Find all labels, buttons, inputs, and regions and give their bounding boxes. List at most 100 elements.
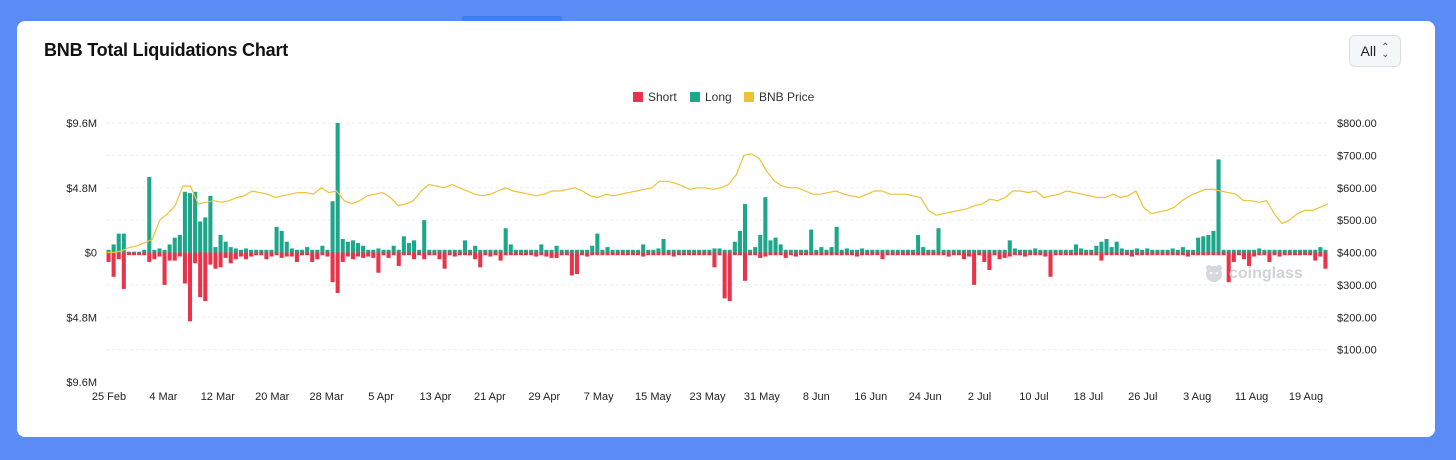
- short-bar: [600, 252, 605, 256]
- short-bar: [865, 252, 870, 256]
- short-bar: [977, 252, 982, 256]
- long-bar: [1206, 234, 1211, 253]
- short-bar: [1038, 252, 1043, 256]
- long-bar: [289, 248, 294, 253]
- short-bar: [1297, 252, 1303, 256]
- long-bar: [885, 249, 890, 253]
- long-bar: [742, 203, 748, 253]
- long-bar: [921, 247, 926, 253]
- long-bar: [294, 249, 299, 253]
- short-bar: [1252, 252, 1257, 257]
- long-bar: [162, 249, 167, 253]
- short-bar: [916, 252, 921, 256]
- x-axis-tick-label: 28 Mar: [310, 391, 345, 403]
- short-bar: [142, 252, 147, 256]
- right-axis-tick-label: $600.00: [1337, 183, 1377, 195]
- x-axis-tick-label: 25 Feb: [92, 391, 126, 403]
- short-bar: [1048, 252, 1053, 277]
- long-bar: [274, 226, 279, 253]
- long-bar: [1287, 249, 1292, 253]
- legend-price-label: BNB Price: [759, 90, 815, 104]
- long-bar: [737, 230, 742, 253]
- long-bar: [748, 249, 753, 253]
- long-bar: [396, 249, 401, 253]
- short-bar: [121, 252, 126, 289]
- long-bar: [620, 249, 625, 253]
- short-bar: [961, 252, 966, 260]
- short-bar: [157, 252, 162, 257]
- long-bar: [508, 244, 513, 253]
- short-bar: [483, 252, 488, 256]
- right-axis-tick-label: $100.00: [1337, 345, 1377, 357]
- x-axis-tick-label: 26 Jul: [1128, 391, 1157, 403]
- long-bar: [513, 249, 518, 253]
- short-bar: [386, 252, 391, 258]
- long-bar: [717, 248, 722, 253]
- short-bar: [778, 252, 783, 256]
- short-bar: [412, 252, 417, 260]
- long-bar: [157, 248, 162, 253]
- short-bar: [697, 252, 702, 256]
- long-bar: [264, 249, 269, 253]
- short-bar: [126, 252, 131, 256]
- long-bar: [1104, 239, 1109, 253]
- long-bar: [361, 245, 366, 253]
- long-bar: [228, 247, 233, 253]
- short-bar: [534, 252, 539, 257]
- long-bar: [870, 249, 875, 253]
- right-axis-tick-label: $200.00: [1337, 312, 1377, 324]
- long-bar: [936, 228, 941, 253]
- short-bar: [641, 252, 646, 257]
- short-bar: [707, 252, 712, 256]
- short-bar: [569, 252, 574, 276]
- watermark-text: coinglass: [1229, 265, 1303, 282]
- long-bar: [111, 244, 116, 253]
- short-bar: [671, 252, 676, 257]
- short-bar: [564, 252, 569, 256]
- long-bar: [1318, 247, 1323, 253]
- long-bar: [692, 249, 697, 253]
- long-bar: [325, 249, 330, 253]
- x-axis-tick-label: 8 Jun: [803, 391, 830, 403]
- short-bar: [712, 252, 717, 268]
- long-bar: [1129, 249, 1135, 253]
- short-bar: [213, 252, 218, 269]
- long-bar: [1145, 248, 1150, 253]
- short-bar: [885, 252, 890, 256]
- long-bar: [641, 244, 646, 253]
- short-bar: [997, 252, 1002, 260]
- long-bar: [559, 249, 564, 253]
- long-bar: [462, 240, 467, 253]
- short-bar: [457, 252, 462, 256]
- short-bar: [366, 252, 371, 257]
- long-bar: [1079, 248, 1084, 253]
- short-bar: [844, 252, 849, 256]
- long-bar: [539, 244, 544, 253]
- short-bar: [254, 252, 259, 256]
- long-bar: [967, 249, 972, 253]
- long-bar: [529, 249, 534, 253]
- long-bar: [442, 249, 447, 253]
- short-bar: [1221, 252, 1226, 256]
- long-bar: [356, 243, 361, 253]
- short-bar: [218, 252, 223, 268]
- long-bar: [773, 237, 778, 253]
- long-bar: [193, 191, 198, 253]
- short-bar: [967, 252, 972, 257]
- short-bar: [1313, 252, 1318, 261]
- long-bar: [783, 249, 788, 253]
- long-bar: [1043, 249, 1048, 253]
- short-bar: [259, 252, 264, 256]
- short-bar: [1308, 252, 1313, 256]
- x-axis-tick-label: 15 May: [635, 391, 672, 403]
- short-bar: [1318, 252, 1323, 257]
- short-bar: [513, 252, 518, 256]
- long-bar: [1185, 249, 1191, 253]
- long-bar: [1303, 249, 1308, 253]
- short-bar: [956, 252, 961, 256]
- long-bar: [788, 249, 793, 253]
- short-bar: [243, 252, 249, 260]
- range-selector[interactable]: All ⌃ ⌄: [1349, 35, 1401, 67]
- long-bar: [1262, 249, 1267, 253]
- short-bar: [1007, 252, 1012, 257]
